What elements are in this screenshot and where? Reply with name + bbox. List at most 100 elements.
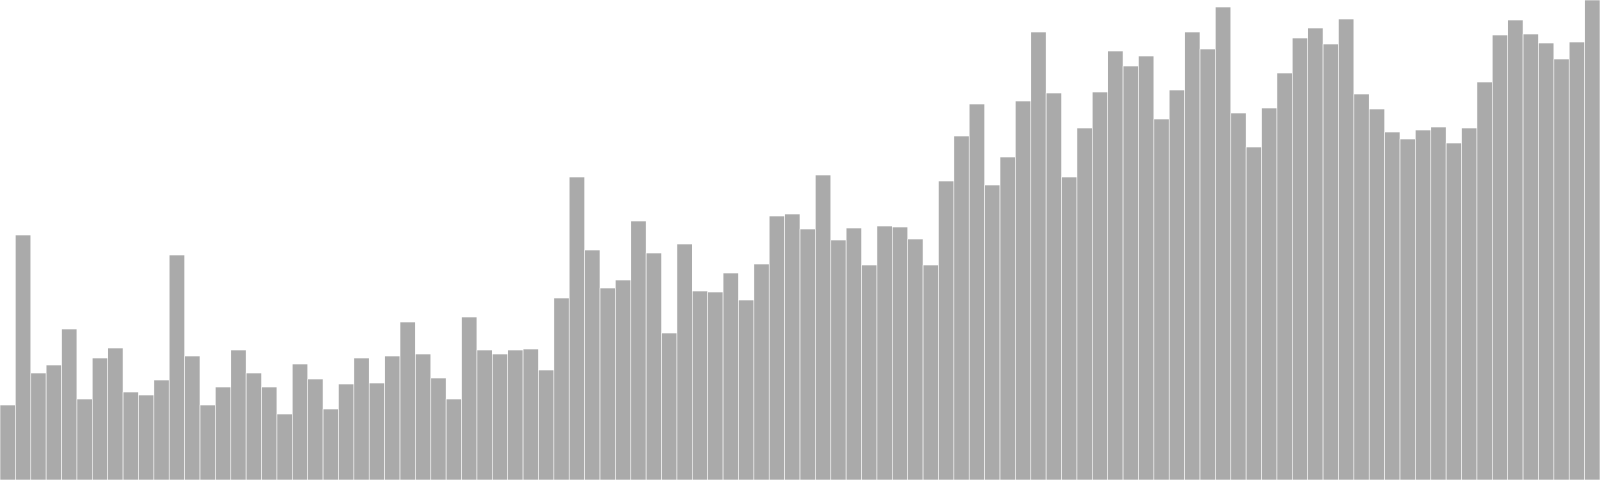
bar-50: [768, 215, 785, 480]
bar-10: [153, 379, 170, 480]
bar-4: [61, 328, 78, 480]
bar-41: [630, 220, 647, 480]
bar-19: [292, 363, 308, 480]
bar-101: [1553, 58, 1570, 480]
bar-30: [461, 316, 478, 480]
bar-93: [1430, 126, 1447, 480]
bar-94: [1445, 142, 1462, 480]
bar-75: [1153, 118, 1170, 480]
bar-91: [1399, 138, 1416, 480]
bar-2: [30, 372, 47, 480]
bar-7: [107, 347, 124, 480]
bar-72: [1107, 50, 1124, 480]
bar-8: [122, 391, 139, 480]
bar-24: [368, 382, 385, 480]
bar-15: [230, 349, 247, 480]
bar-6: [92, 357, 108, 480]
bar-23: [353, 357, 370, 480]
bar-78: [1199, 48, 1216, 480]
bar-62: [953, 135, 970, 480]
bar-53: [815, 174, 832, 480]
bar-68: [1045, 92, 1062, 480]
bar-69: [1061, 176, 1078, 480]
bar-97: [1492, 34, 1508, 480]
bar-0: [0, 404, 16, 480]
bar-95: [1461, 127, 1478, 480]
bar-5: [76, 398, 93, 480]
bar-9: [138, 394, 155, 480]
bar-100: [1538, 42, 1555, 480]
bar-35: [538, 369, 555, 480]
bar-51: [784, 213, 801, 480]
bar-103: [1584, 0, 1600, 480]
bar-14: [215, 386, 232, 480]
bar-77: [1184, 31, 1201, 480]
bar-73: [1122, 65, 1139, 480]
bar-88: [1353, 93, 1370, 480]
bar-102: [1568, 41, 1585, 480]
bar-89: [1368, 108, 1385, 480]
bar-71: [1092, 91, 1108, 480]
bar-39: [599, 287, 616, 480]
bar-86: [1322, 43, 1339, 480]
bar-96: [1476, 81, 1493, 480]
bar-37: [568, 176, 585, 480]
bar-60: [922, 264, 939, 480]
bar-56: [861, 264, 878, 480]
bar-66: [1015, 100, 1032, 480]
bar-57: [876, 225, 893, 480]
bar-17: [261, 386, 278, 480]
bar-54: [830, 239, 847, 480]
bar-98: [1507, 19, 1524, 480]
bar-63: [968, 103, 985, 480]
bar-42: [645, 252, 662, 480]
bar-46: [707, 291, 724, 480]
bar-38: [584, 249, 601, 480]
bar-44: [676, 243, 693, 480]
bar-70: [1076, 127, 1093, 480]
bar-48: [738, 299, 755, 480]
bar-65: [999, 156, 1016, 480]
bar-16: [245, 372, 262, 480]
bar-74: [1138, 55, 1155, 480]
bar-27: [415, 353, 432, 480]
bar-64: [984, 184, 1001, 480]
bar-3: [45, 364, 62, 480]
bar-13: [199, 404, 216, 480]
bar-12: [184, 355, 201, 480]
bar-20: [307, 378, 324, 480]
bar-83: [1276, 72, 1293, 480]
bar-34: [522, 348, 539, 480]
bar-59: [907, 238, 924, 480]
bar-21: [322, 408, 339, 480]
bar-36: [553, 297, 570, 480]
bar-47: [722, 272, 739, 480]
bar-67: [1030, 31, 1047, 480]
bar-80: [1230, 112, 1247, 480]
bar-33: [507, 349, 524, 480]
bar-61: [938, 180, 955, 480]
bar-29: [445, 398, 462, 480]
bar-43: [661, 332, 678, 480]
bar-1: [15, 234, 32, 480]
bar-79: [1215, 6, 1232, 480]
bar-55: [845, 227, 862, 480]
bar-81: [1245, 146, 1262, 480]
bar-45: [692, 290, 708, 480]
bar-90: [1384, 131, 1401, 480]
bar-31: [476, 349, 493, 480]
bar-11: [168, 254, 185, 480]
bar-58: [892, 226, 908, 480]
bar-22: [338, 383, 355, 480]
bar-28: [430, 377, 447, 480]
bar-18: [276, 413, 293, 480]
bar-92: [1415, 129, 1432, 480]
bar-84: [1292, 37, 1308, 480]
bar-40: [615, 279, 632, 480]
bar-85: [1307, 27, 1324, 480]
bar-82: [1261, 107, 1278, 480]
bar-76: [1168, 89, 1185, 480]
